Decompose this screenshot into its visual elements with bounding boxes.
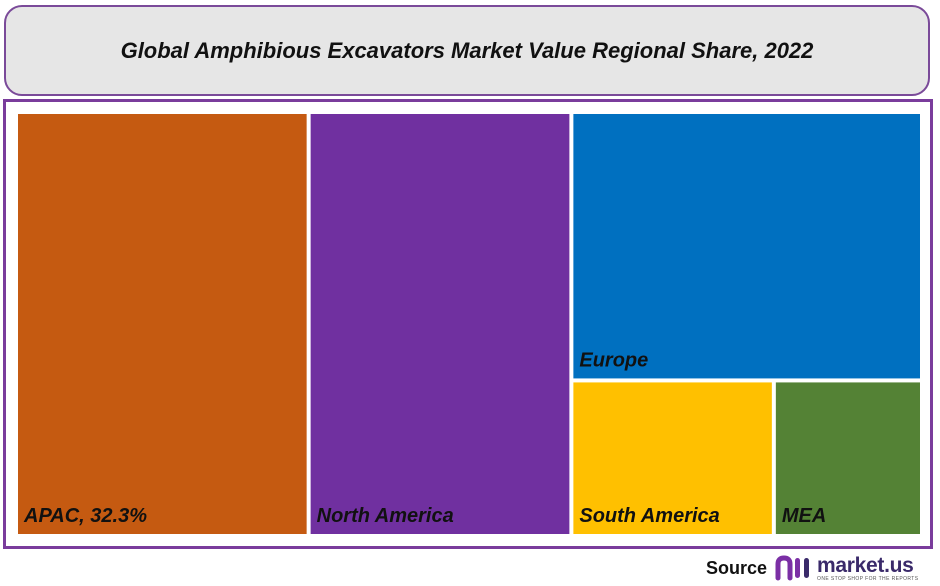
source-label: Source [706, 557, 768, 578]
chart-title: Global Amphibious Excavators Market Valu… [120, 37, 814, 63]
treemap-chart: APAC, 32.3% North America Europe South Amer… [18, 114, 920, 534]
tile-europe [573, 114, 920, 379]
tile-label-europe: Europe [579, 349, 648, 371]
tile-north-america [310, 114, 570, 534]
tile-label-north-america: North America [317, 505, 454, 527]
tile-mea [775, 382, 920, 534]
market-us-logo-icon [775, 555, 810, 581]
brand-tagline: ONE STOP SHOP FOR THE REPORTS [817, 575, 919, 582]
chart-title-box: Global Amphibious Excavators Market Valu… [4, 5, 930, 96]
brand-name: market.us [817, 553, 914, 577]
treemap-frame: APAC, 32.3% North America Europe South Amer… [3, 99, 933, 549]
tile-south-america [573, 382, 772, 534]
tile-apac [18, 114, 307, 534]
source-attribution: Source market.us ONE STOP SHOP FOR THE R… [700, 552, 936, 584]
tile-label-apac: APAC, 32.3% [23, 505, 147, 527]
tile-label-mea: MEA [782, 505, 826, 527]
market-us-logo: market.us ONE STOP SHOP FOR THE REPORTS [775, 554, 918, 582]
tile-label-south-america: South America [579, 505, 719, 527]
